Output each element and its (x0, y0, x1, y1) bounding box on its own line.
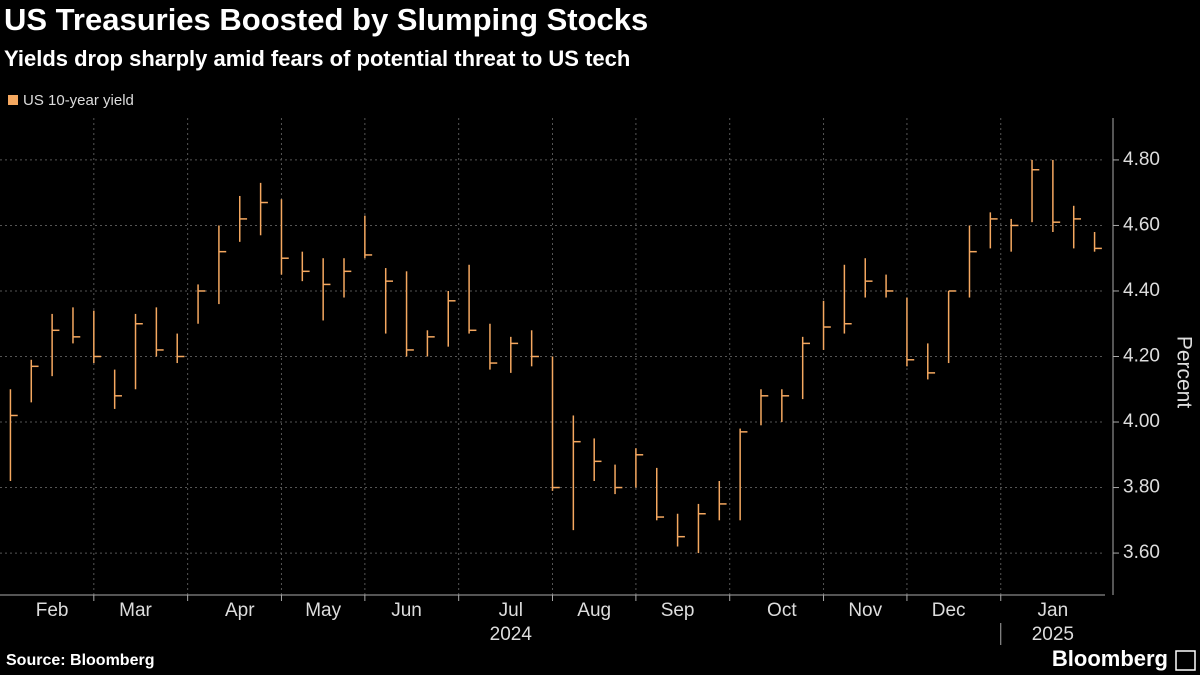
y-tick-label: 3.80 (1123, 477, 1160, 498)
brand-icon (1175, 650, 1196, 671)
x-tick-label: Feb (36, 600, 69, 621)
source: Source: Bloomberg (6, 652, 154, 669)
x-tick-label: Mar (119, 600, 152, 621)
x-tick-label: Aug (577, 600, 611, 621)
x-tick-label: Jul (499, 600, 523, 621)
y-tick-label: 4.40 (1123, 280, 1160, 301)
x-year-label: 2025 (1032, 624, 1074, 645)
x-tick-label: Jun (391, 600, 422, 621)
brand: Bloomberg (1052, 646, 1168, 671)
legend-swatch (8, 95, 18, 105)
chart-title: US Treasuries Boosted by Slumping Stocks (4, 2, 648, 37)
x-tick-label: Jan (1038, 600, 1069, 621)
x-year-label: 2024 (490, 624, 533, 645)
x-tick-label: May (305, 600, 341, 621)
x-tick-label: Oct (767, 600, 797, 621)
y-tick-label: 4.80 (1123, 149, 1160, 170)
x-tick-label: Dec (932, 600, 966, 621)
x-tick-label: Apr (225, 600, 255, 621)
y-tick-label: 4.00 (1123, 411, 1160, 432)
legend-label: US 10-year yield (23, 92, 134, 109)
chart-subtitle: Yields drop sharply amid fears of potent… (4, 46, 630, 71)
y-axis-title: Percent (1172, 336, 1195, 409)
x-tick-label: Nov (848, 600, 882, 621)
y-tick-label: 4.60 (1123, 214, 1160, 235)
y-tick-label: 3.60 (1123, 542, 1160, 563)
x-tick-label: Sep (661, 600, 695, 621)
y-tick-label: 4.20 (1123, 346, 1160, 367)
